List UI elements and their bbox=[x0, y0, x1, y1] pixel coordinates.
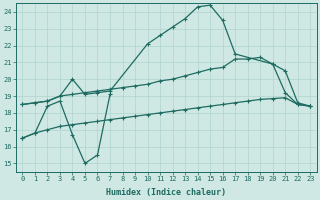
X-axis label: Humidex (Indice chaleur): Humidex (Indice chaleur) bbox=[106, 188, 226, 197]
